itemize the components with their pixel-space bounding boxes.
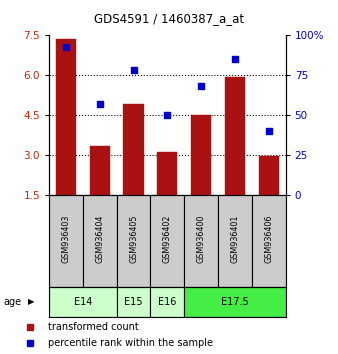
Point [97,101,102,107]
Point [232,56,238,62]
Bar [123,104,144,195]
Text: transformed count: transformed count [48,321,138,332]
Text: E15: E15 [124,297,143,307]
Bar [56,39,76,195]
Text: GSM936402: GSM936402 [163,215,172,263]
Bar [117,195,150,287]
Text: GSM936400: GSM936400 [197,215,206,263]
Text: E16: E16 [158,297,176,307]
Text: GSM936405: GSM936405 [129,215,138,263]
Bar [49,195,83,287]
Point [63,44,69,49]
Bar [117,287,150,317]
Point [131,68,136,73]
Text: E17.5: E17.5 [221,297,249,307]
Point [165,112,170,118]
Bar [259,156,279,195]
Bar [90,145,110,195]
Text: GDS4591 / 1460387_a_at: GDS4591 / 1460387_a_at [94,12,244,25]
Bar [150,287,184,317]
Bar [157,152,177,195]
Point [198,84,204,89]
Text: percentile rank within the sample: percentile rank within the sample [48,338,213,348]
Text: ▶: ▶ [28,297,34,306]
Text: age: age [3,297,22,307]
Text: GSM936404: GSM936404 [95,215,104,263]
Bar [83,195,117,287]
Text: GSM936406: GSM936406 [264,215,273,263]
Text: E14: E14 [74,297,92,307]
Bar [191,115,211,195]
Bar [252,195,286,287]
Bar [150,195,184,287]
Bar [49,287,117,317]
Bar [218,195,252,287]
Bar [184,195,218,287]
Text: GSM936403: GSM936403 [62,215,70,263]
Text: GSM936401: GSM936401 [231,215,239,263]
Point [266,128,271,134]
Bar [225,76,245,195]
Bar [184,287,286,317]
